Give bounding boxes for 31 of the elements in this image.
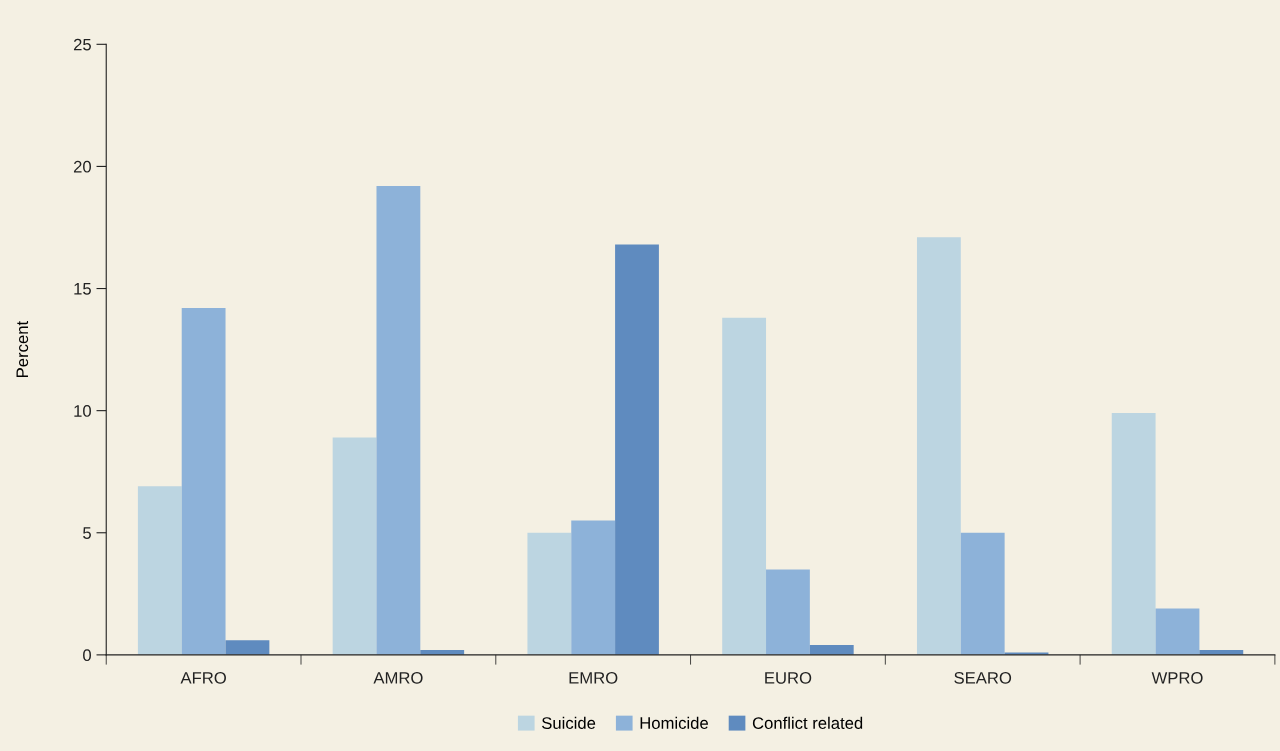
x-tick-label: EURO	[765, 671, 812, 684]
legend-label: Conflict related	[752, 716, 863, 729]
bar	[916, 237, 961, 655]
y-tick-label: 15	[74, 283, 91, 295]
y-axis-title: Percent	[16, 320, 29, 377]
legend-label: Suicide	[542, 716, 596, 729]
y-tick-label: 5	[83, 527, 91, 539]
x-tick-label: EMRO	[569, 671, 618, 684]
y-tick-label: 0	[83, 649, 92, 662]
x-tick-label: WPRO	[1151, 671, 1203, 684]
y-tick-label: 10	[74, 405, 92, 417]
bar	[376, 185, 421, 655]
bar	[722, 317, 767, 655]
bar	[332, 437, 377, 655]
bar	[571, 520, 616, 655]
bar	[1155, 608, 1200, 655]
bar	[137, 486, 182, 655]
x-tick-label: AMRO	[373, 671, 423, 684]
bar	[225, 640, 270, 655]
bar	[615, 244, 659, 655]
bar	[809, 645, 854, 655]
bar	[527, 532, 572, 655]
bar	[1111, 413, 1156, 655]
bar	[181, 308, 226, 655]
y-tick-label: 25	[73, 38, 91, 51]
y-tick-label: 20	[73, 160, 92, 173]
x-tick-label: SEARO	[954, 671, 1012, 684]
x-tick-label: AFRO	[180, 671, 226, 684]
bar	[766, 569, 810, 655]
legend-label: Homicide	[640, 716, 708, 729]
bar	[960, 532, 1005, 655]
